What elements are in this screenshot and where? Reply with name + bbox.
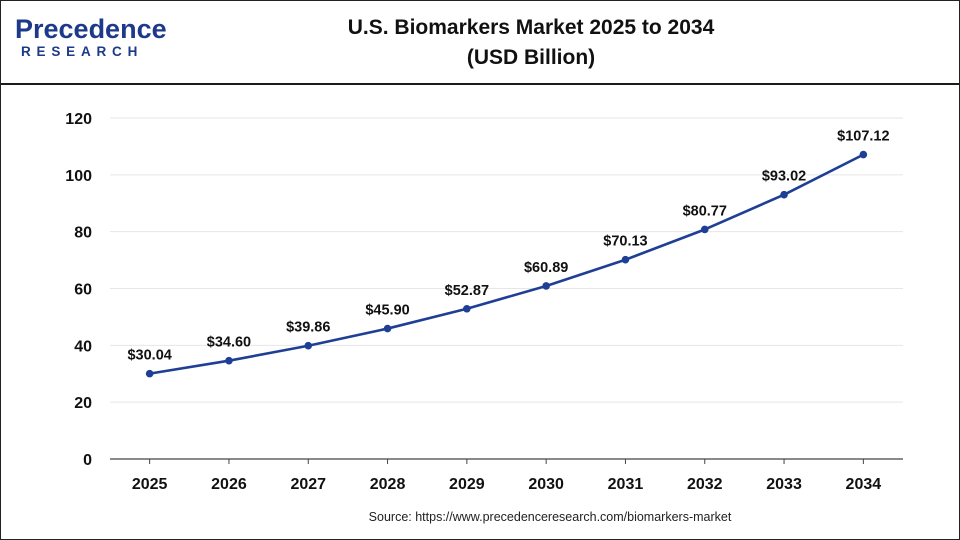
data-point [383, 324, 392, 333]
data-point [145, 369, 154, 378]
y-tick-label: 100 [65, 168, 92, 185]
data-point [542, 282, 550, 290]
y-tick-label: 0 [83, 452, 92, 469]
data-point [463, 304, 471, 313]
data-point [780, 190, 788, 199]
x-tick-label: 2027 [290, 476, 326, 493]
line-chart: 0 20 40 60 80 100 120 2025 2026 2027 2028 2029 2030 2… [65, 111, 903, 493]
x-tick-label: 2030 [528, 476, 564, 493]
source-note: Source: https://www.precedenceresearch.c… [368, 510, 732, 524]
x-tick-label: 2029 [449, 476, 485, 493]
y-tick-label: 40 [74, 338, 92, 355]
precedence-research-logo: Precedence RESEARCH [15, 14, 167, 65]
logo-subtitle: RESEARCH [21, 44, 144, 59]
series-line [148, 153, 865, 375]
data-point [859, 150, 868, 159]
y-tick-label: 20 [74, 395, 92, 412]
y-tick-label: 80 [74, 225, 92, 242]
data-label: $80.77 [683, 203, 727, 219]
header-bar: Precedence RESEARCH U.S. Biomarkers Mark… [1, 1, 959, 85]
data-label: $39.86 [286, 320, 330, 336]
x-tick-label: 2028 [370, 476, 406, 493]
data-point [304, 341, 313, 350]
data-point [700, 225, 709, 234]
data-point [225, 356, 233, 365]
chart-title-line1: U.S. Biomarkers Market 2025 to 2034 [347, 16, 715, 39]
data-label: $45.90 [365, 303, 409, 319]
chart-title: U.S. Biomarkers Market 2025 to 2034 (USD… [301, 13, 761, 73]
data-point [621, 255, 630, 264]
data-label: $60.89 [524, 260, 568, 276]
chart-title-line2: (USD Billion) [466, 46, 596, 69]
data-label: $52.87 [445, 283, 489, 299]
x-tick-label: 2032 [687, 476, 723, 493]
data-label: $107.12 [837, 129, 889, 145]
data-label: $93.02 [762, 169, 806, 185]
data-label: $70.13 [603, 234, 647, 250]
x-tick-label: 2034 [846, 476, 882, 493]
x-tick-label: 2033 [766, 476, 802, 493]
x-tick-label: 2025 [132, 476, 168, 493]
y-tick-label: 120 [65, 111, 92, 128]
y-tick-label: 60 [74, 282, 92, 299]
data-label: $30.04 [127, 348, 171, 364]
logo-wordmark: Precedence [15, 14, 167, 44]
data-label: $34.60 [207, 335, 251, 351]
x-tick-label: 2031 [608, 476, 644, 493]
x-tick-label: 2026 [211, 476, 247, 493]
